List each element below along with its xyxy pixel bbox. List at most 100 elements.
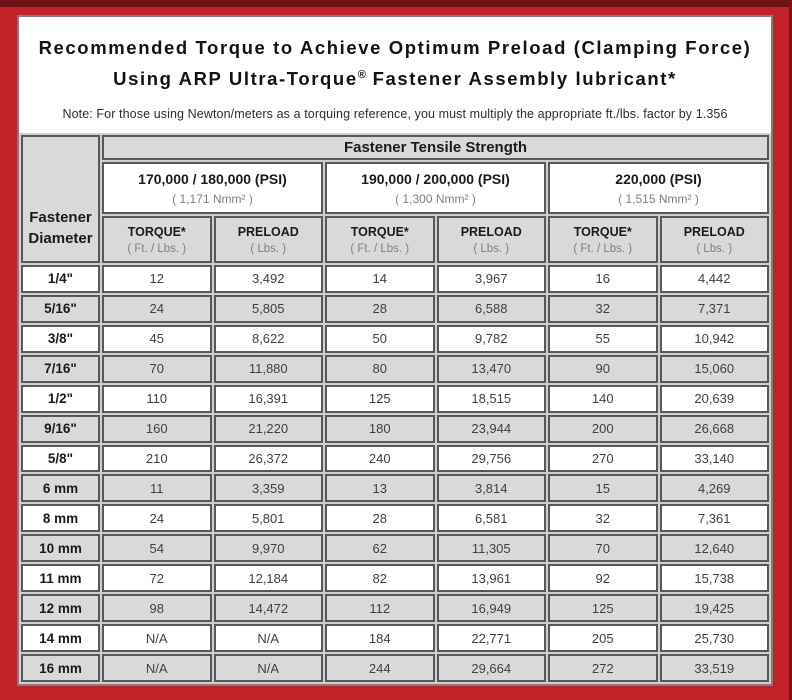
value-cell: 28 (325, 504, 435, 533)
value-cell: 11 (102, 474, 212, 503)
torque-unit: ( Ft. / Lbs. ) (350, 242, 410, 255)
title-line-2: Using ARP Ultra-Torque® Fastener Assembl… (27, 64, 763, 95)
fastener-diameter-cell: 8 mm (21, 504, 100, 533)
torque-label: TORQUE* (350, 224, 409, 239)
value-cell: 33,140 (659, 444, 769, 473)
value-cell: 13,470 (436, 354, 546, 383)
fastener-diameter-cell: 12 mm (21, 594, 100, 623)
page-title: Recommended Torque to Achieve Optimum Pr… (27, 33, 763, 94)
psi-value: 220,000 (PSI) (615, 170, 702, 187)
value-cell: 240 (325, 444, 435, 473)
torque-label: TORQUE* (127, 224, 186, 239)
value-cell: 12,640 (659, 534, 769, 563)
psi-group-1: 170,000 / 180,000 (PSI) ( 1,171 Nmm² ) (102, 162, 323, 215)
content-panel: Recommended Torque to Achieve Optimum Pr… (17, 15, 773, 686)
table-row: 14 mm N/A N/A 184 22,771 205 25,730 (21, 624, 769, 653)
value-cell: 3,967 (436, 265, 546, 293)
value-cell: 184 (325, 624, 435, 653)
fastener-diameter-cell: 5/8" (21, 444, 100, 473)
preload-label: PRELOAD (683, 224, 745, 239)
nmm-value: ( 1,515 Nmm² ) (618, 191, 699, 206)
value-cell: 26,668 (659, 414, 769, 443)
value-cell: N/A (102, 654, 212, 682)
fastener-diameter-cell: 1/2" (21, 384, 100, 413)
value-cell: 55 (548, 324, 658, 353)
value-cell: 24 (102, 504, 212, 533)
value-cell: 14 (325, 265, 435, 293)
note-text: Note: For those using Newton/meters as a… (62, 107, 728, 122)
value-cell: 125 (548, 594, 658, 623)
nmm-value: ( 1,300 Nmm² ) (395, 191, 476, 206)
value-cell: 32 (548, 504, 658, 533)
value-cell: 70 (102, 354, 212, 383)
psi-value: 190,000 / 200,000 (PSI) (361, 170, 510, 187)
value-cell: 29,664 (436, 654, 546, 682)
frame-top-dark-strip (0, 0, 792, 7)
torque-column-header: TORQUE* ( Ft. / Lbs. ) (102, 216, 212, 264)
table-row: 16 mm N/A N/A 244 29,664 272 33,519 (21, 654, 769, 682)
value-cell: 80 (325, 354, 435, 383)
value-cell: 45 (102, 324, 212, 353)
value-cell: 4,442 (659, 265, 769, 293)
value-cell: 244 (325, 654, 435, 682)
preload-unit: ( Lbs. ) (250, 242, 287, 255)
value-cell: 90 (548, 354, 658, 383)
table-row: 12 mm 98 14,472 112 16,949 125 19,425 (21, 594, 769, 623)
value-cell: 200 (548, 414, 658, 443)
fastener-diameter-cell: 5/16" (21, 294, 100, 323)
value-cell: 72 (102, 564, 212, 593)
value-cell: 180 (325, 414, 435, 443)
value-cell: 25,730 (659, 624, 769, 653)
value-cell: 15,738 (659, 564, 769, 593)
value-cell: 3,492 (213, 265, 323, 293)
value-cell: 14,472 (213, 594, 323, 623)
value-cell: 5,805 (213, 294, 323, 323)
value-cell: 112 (325, 594, 435, 623)
value-cell: 4,269 (659, 474, 769, 503)
value-cell: 210 (102, 444, 212, 473)
value-cell: 32 (548, 294, 658, 323)
fastener-diameter-cell: 7/16" (21, 354, 100, 383)
value-cell: 28 (325, 294, 435, 323)
table-row: 6 mm 11 3,359 13 3,814 15 4,269 (21, 474, 769, 503)
value-cell: 270 (548, 444, 658, 473)
value-cell: 82 (325, 564, 435, 593)
table-row: 3/8" 45 8,622 50 9,782 55 10,942 (21, 324, 769, 353)
value-cell: 33,519 (659, 654, 769, 682)
value-cell: 54 (102, 534, 212, 563)
table-row: 5/16" 24 5,805 28 6,588 32 7,371 (21, 294, 769, 323)
value-cell: 13,961 (436, 564, 546, 593)
table-row: 1/2" 110 16,391 125 18,515 140 20,639 (21, 384, 769, 413)
table-row: 11 mm 72 12,184 82 13,961 92 15,738 (21, 564, 769, 593)
title-block: Recommended Torque to Achieve Optimum Pr… (19, 17, 771, 133)
value-cell: 24 (102, 294, 212, 323)
value-cell: 140 (548, 384, 658, 413)
value-cell: 110 (102, 384, 212, 413)
table-row: 9/16" 160 21,220 180 23,944 200 26,668 (21, 414, 769, 443)
value-cell: 3,359 (213, 474, 323, 503)
preload-label: PRELOAD (460, 224, 522, 239)
value-cell: 12 (102, 265, 212, 293)
psi-row: 170,000 / 180,000 (PSI) ( 1,171 Nmm² ) 1… (21, 162, 769, 215)
value-cell: N/A (213, 624, 323, 653)
value-cell: N/A (213, 654, 323, 682)
table-row: 5/8" 210 26,372 240 29,756 270 33,140 (21, 444, 769, 473)
fastener-diameter-cell: 6 mm (21, 474, 100, 503)
fastener-diameter-cell: 3/8" (21, 324, 100, 353)
psi-group-2: 190,000 / 200,000 (PSI) ( 1,300 Nmm² ) (325, 162, 546, 215)
torque-unit: ( Ft. / Lbs. ) (127, 242, 187, 255)
value-cell: 62 (325, 534, 435, 563)
column-header-row: TORQUE* ( Ft. / Lbs. ) PRELOAD ( Lbs. ) … (21, 216, 769, 264)
value-cell: 29,756 (436, 444, 546, 473)
value-cell: 272 (548, 654, 658, 682)
frame-right-dark-strip (789, 0, 792, 700)
torque-column-header: TORQUE* ( Ft. / Lbs. ) (325, 216, 435, 264)
fastener-diameter-cell: 1/4" (21, 265, 100, 293)
preload-column-header: PRELOAD ( Lbs. ) (436, 216, 546, 264)
value-cell: 50 (325, 324, 435, 353)
value-cell: 23,944 (436, 414, 546, 443)
nmm-value: ( 1,171 Nmm² ) (172, 191, 253, 206)
preload-column-header: PRELOAD ( Lbs. ) (213, 216, 323, 264)
preload-column-header: PRELOAD ( Lbs. ) (659, 216, 769, 264)
